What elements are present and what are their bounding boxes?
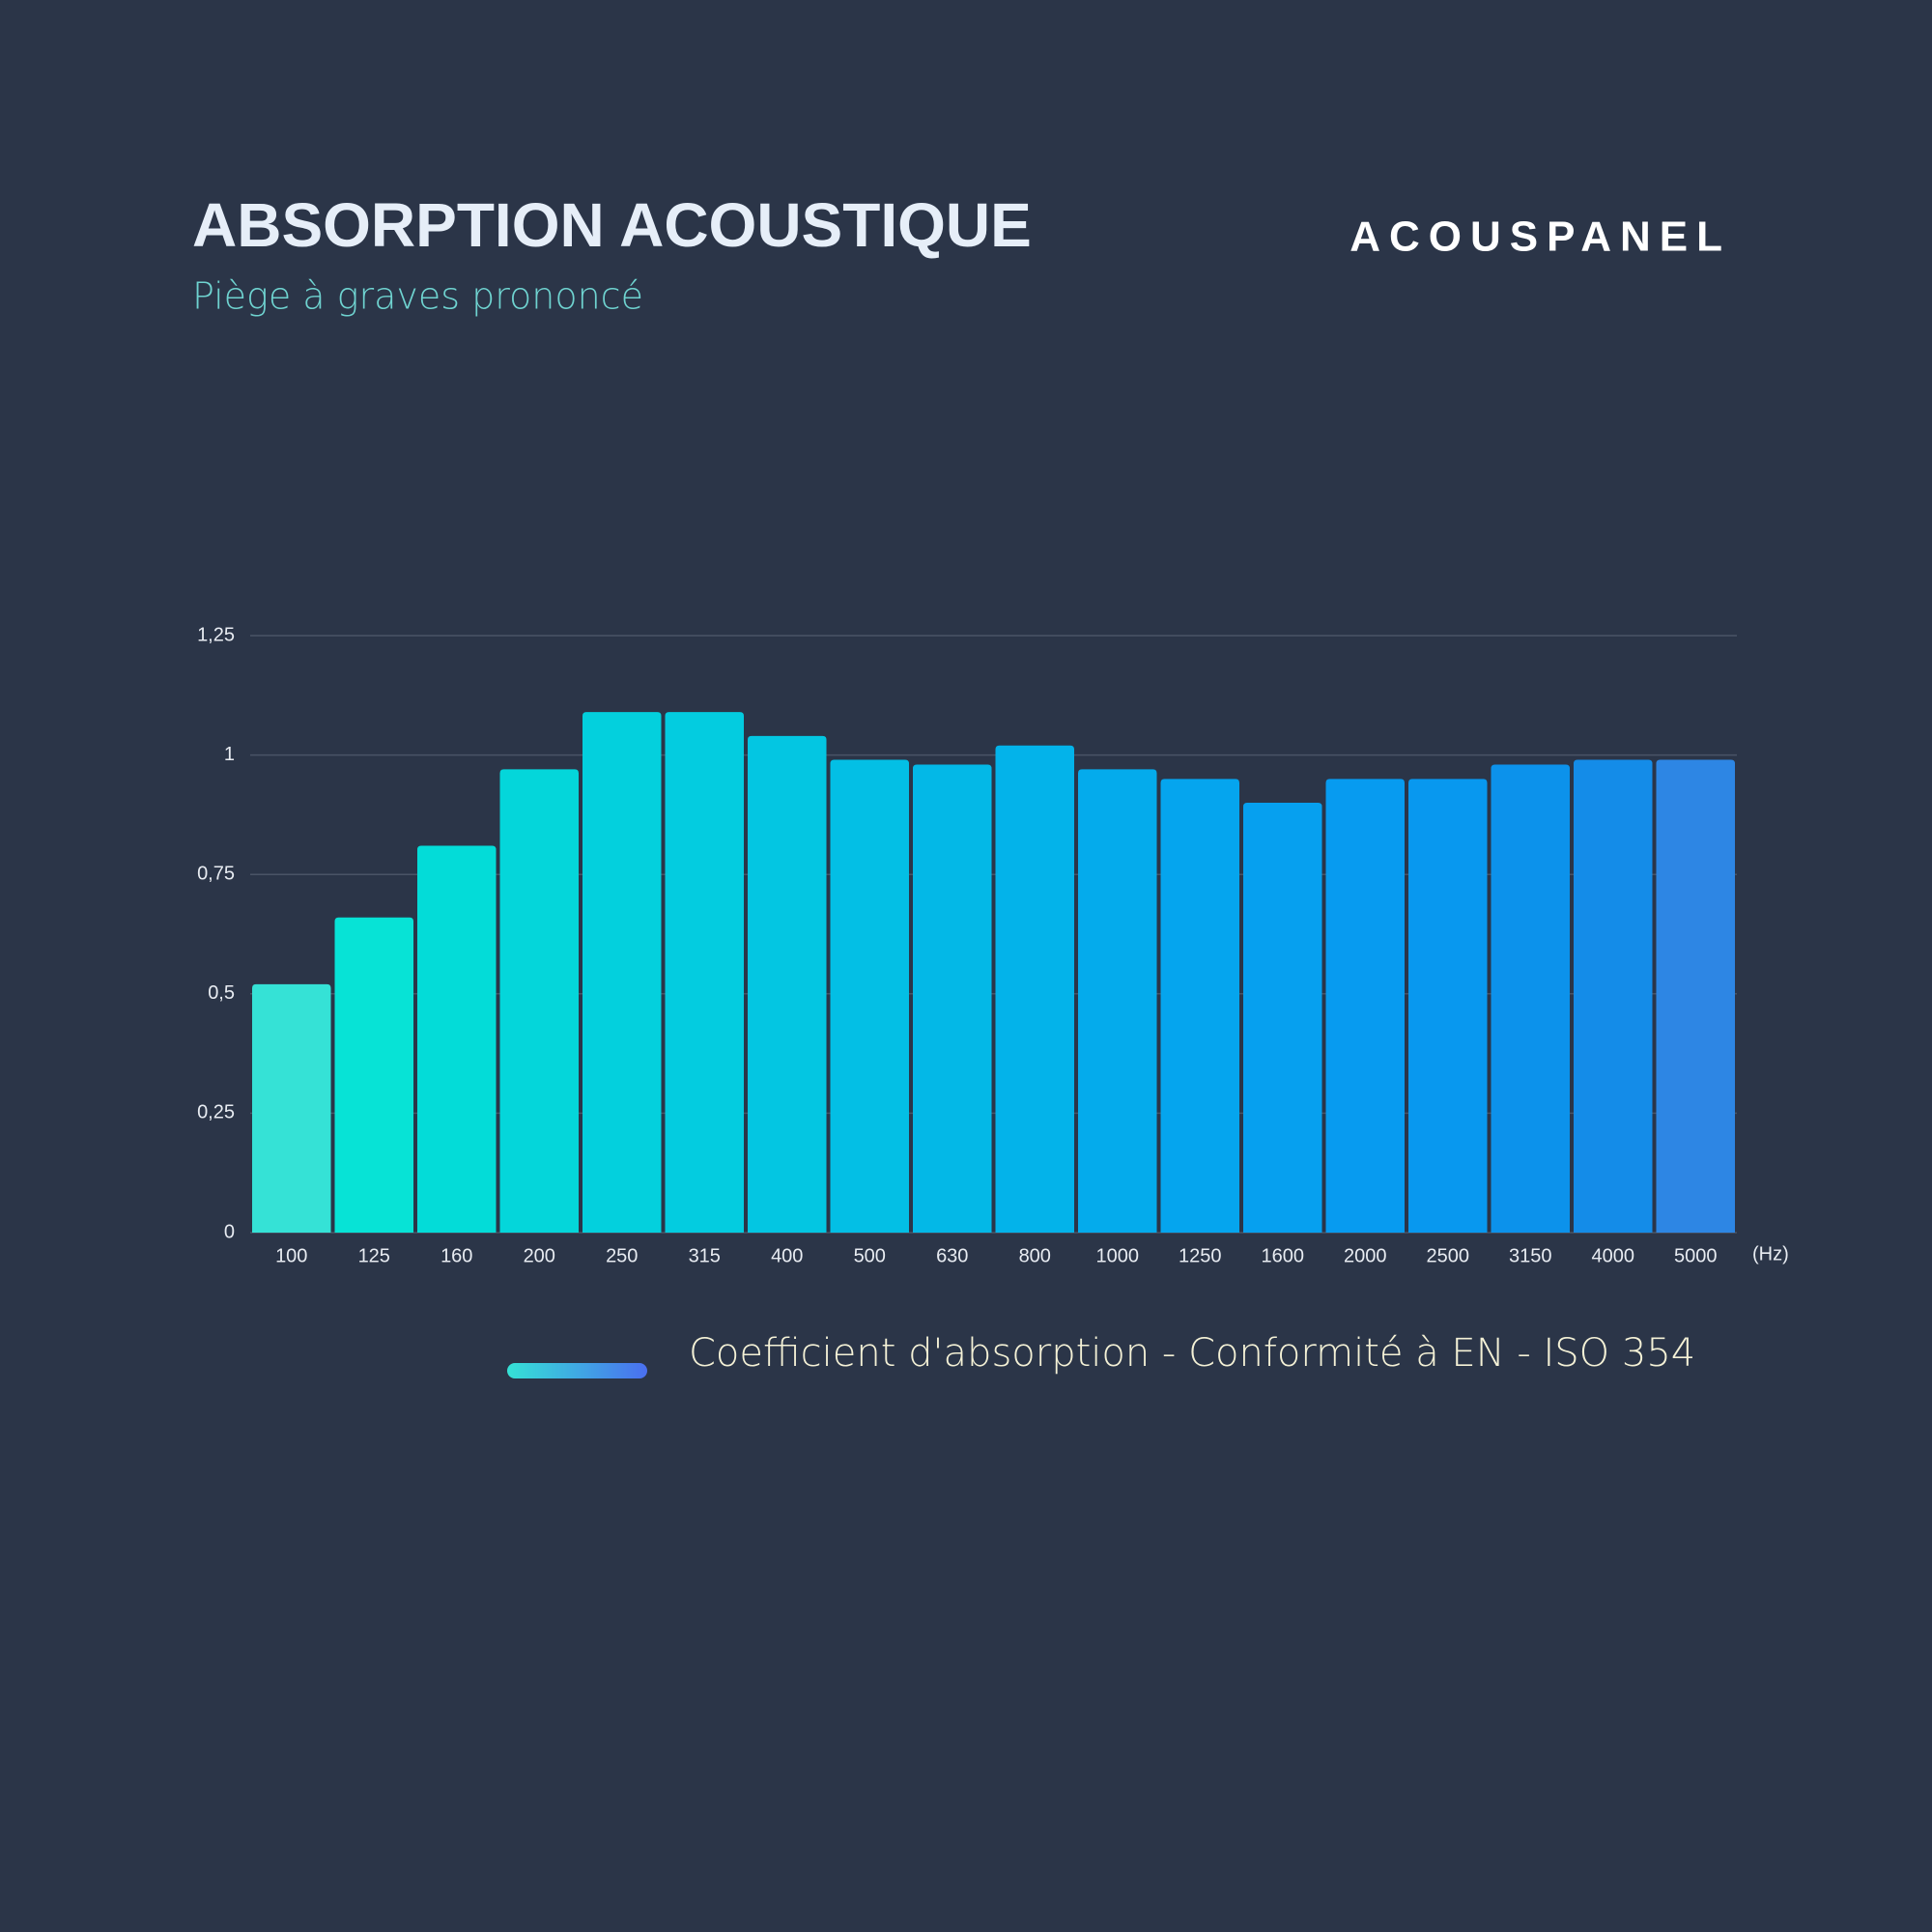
y-tick-label: 1 — [224, 744, 235, 765]
x-tick-label: 200 — [524, 1245, 555, 1266]
x-tick-label: 315 — [689, 1245, 721, 1266]
bar — [1243, 803, 1322, 1233]
x-tick-label: 500 — [854, 1245, 886, 1266]
y-tick-label: 0,25 — [197, 1102, 235, 1123]
bar — [1325, 779, 1405, 1233]
x-axis-unit: (Hz) — [1752, 1243, 1789, 1264]
y-tick-label: 0,5 — [208, 982, 235, 1004]
y-tick-label: 1,25 — [197, 624, 235, 645]
brand: ACOUSPANEL — [1350, 213, 1731, 261]
chart-title: ABSORPTION ACOUSTIQUE — [192, 190, 1032, 260]
bar — [582, 712, 662, 1233]
x-tick-label: 5000 — [1674, 1245, 1718, 1266]
bar — [995, 745, 1074, 1233]
legend-label: Coefficient d'absorption - Conformité à … — [689, 1331, 1695, 1376]
legend-swatch — [507, 1363, 647, 1378]
bar — [1078, 769, 1157, 1233]
y-tick-label: 0 — [224, 1221, 235, 1242]
bar — [913, 764, 992, 1233]
bar — [499, 769, 579, 1233]
x-tick-label: 1000 — [1096, 1245, 1140, 1266]
y-tick-label: 0,75 — [197, 863, 235, 884]
x-tick-label: 125 — [358, 1245, 390, 1266]
bar — [1574, 759, 1653, 1233]
x-tick-label: 160 — [440, 1245, 472, 1266]
x-tick-label: 400 — [771, 1245, 803, 1266]
x-tick-label: 3150 — [1509, 1245, 1552, 1266]
x-tick-label: 1250 — [1179, 1245, 1222, 1266]
x-tick-label: 1600 — [1262, 1245, 1305, 1266]
x-tick-label: 4000 — [1592, 1245, 1635, 1266]
bar — [1491, 764, 1570, 1233]
bar — [334, 917, 413, 1233]
bar — [665, 712, 744, 1233]
x-tick-label: 100 — [275, 1245, 307, 1266]
chart-subtitle: Piège à graves prononcé — [192, 275, 643, 318]
bar — [1408, 779, 1488, 1233]
x-tick-label: 630 — [936, 1245, 968, 1266]
bar — [1656, 759, 1735, 1233]
bar — [830, 759, 909, 1233]
bar — [417, 845, 497, 1233]
bar — [1160, 779, 1239, 1233]
bar — [748, 735, 827, 1233]
x-tick-label: 250 — [606, 1245, 638, 1266]
bar — [252, 983, 331, 1233]
x-tick-label: 2500 — [1427, 1245, 1470, 1266]
x-tick-label: 800 — [1019, 1245, 1051, 1266]
x-tick-label: 2000 — [1344, 1245, 1387, 1266]
